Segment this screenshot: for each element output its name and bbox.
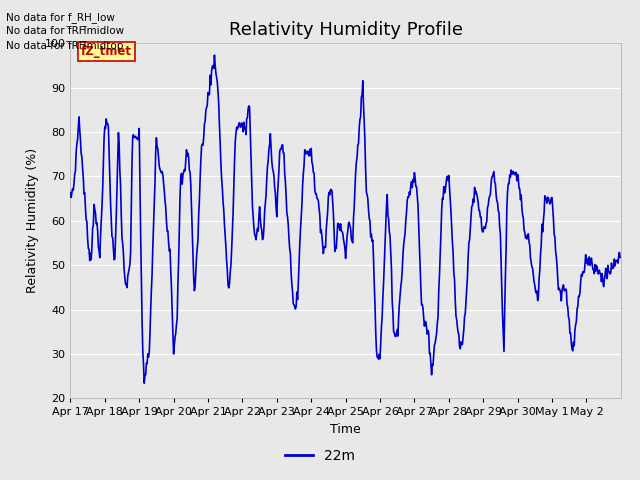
Legend: 22m: 22m: [280, 443, 360, 468]
Text: No data for f̅RH̅midtop: No data for f̅RH̅midtop: [6, 41, 124, 51]
X-axis label: Time: Time: [330, 423, 361, 436]
Text: fZ_tmet: fZ_tmet: [81, 46, 132, 59]
Y-axis label: Relativity Humidity (%): Relativity Humidity (%): [26, 148, 39, 293]
Title: Relativity Humidity Profile: Relativity Humidity Profile: [228, 21, 463, 39]
Text: No data for f_RH_low: No data for f_RH_low: [6, 12, 115, 23]
Text: No data for f̅RH̅midlow: No data for f̅RH̅midlow: [6, 26, 125, 36]
